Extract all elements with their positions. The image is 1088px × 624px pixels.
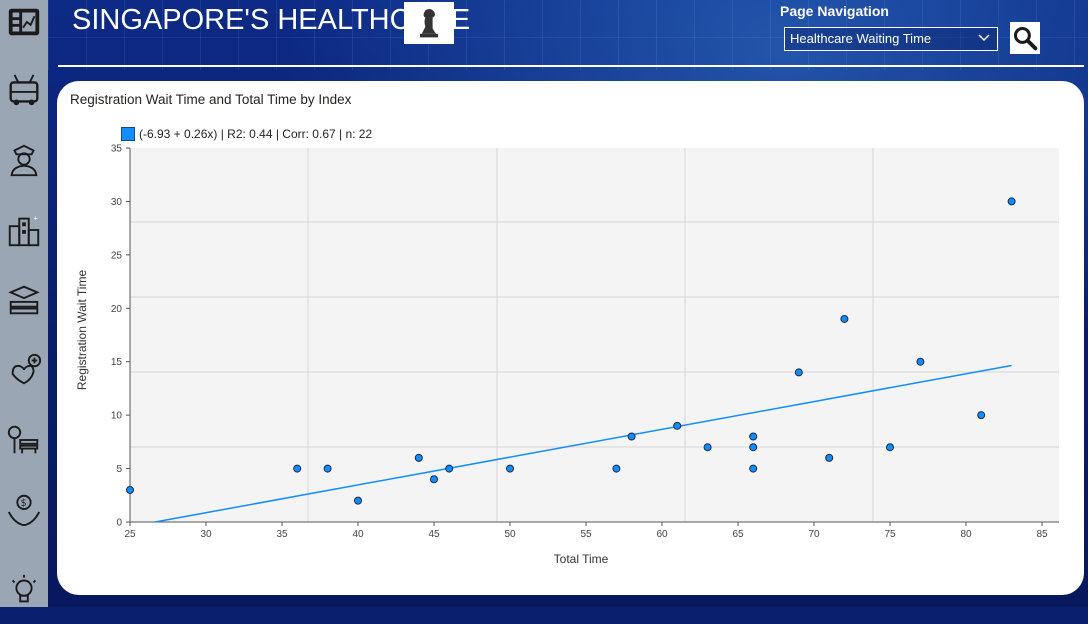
data-point <box>886 443 894 452</box>
healthcare-icon <box>11 353 42 385</box>
sidebar-item-housing[interactable]: + <box>0 196 48 264</box>
x-tick-label: 65 <box>732 529 744 540</box>
lightbulb-icon <box>11 574 37 603</box>
data-point <box>354 496 362 505</box>
scatter-chart: 0 5 10 15 20 25 30 35 25 30 35 40 45 50 55 60 65 70 75 80 85… <box>75 144 1059 566</box>
x-tick-label: 75 <box>884 529 896 540</box>
police-officer-icon <box>10 144 38 177</box>
sidebar-item-healthcare[interactable] <box>0 336 48 404</box>
legend-label: (-6.93 + 0.26x) | R2: 0.44 | Corr: 0.67 … <box>139 127 373 141</box>
money-hand-icon: $ <box>7 494 41 527</box>
chart-title: Registration Wait Time and Total Time by… <box>70 92 352 107</box>
bus-icon <box>9 74 39 106</box>
merlion-icon <box>420 8 438 38</box>
x-tick-label: 55 <box>580 529 592 540</box>
x-tick-label: 50 <box>504 529 516 540</box>
y-axis-label: Registration Wait Time <box>75 270 89 391</box>
sidebar-item-finance[interactable]: $ <box>0 476 48 544</box>
data-point <box>414 453 423 462</box>
chart-legend: (-6.93 + 0.26x) | R2: 0.44 | Corr: 0.67 … <box>121 127 372 141</box>
y-tick-label: 0 <box>116 518 122 529</box>
data-point <box>749 432 758 441</box>
data-point <box>977 411 986 420</box>
x-tick-label: 85 <box>1036 529 1048 540</box>
data-point <box>749 443 758 452</box>
merlion-logo <box>404 2 454 44</box>
search-icon <box>1013 26 1038 51</box>
x-tick-label: 40 <box>352 529 364 540</box>
x-tick-label: 70 <box>808 529 820 540</box>
buildings-icon: + <box>8 214 40 247</box>
search-button[interactable] <box>1010 22 1040 54</box>
x-tick-label: 45 <box>428 529 440 540</box>
x-tick-label: 60 <box>656 529 668 540</box>
y-tick-label: 10 <box>111 411 123 422</box>
svg-text:+: + <box>34 214 39 223</box>
data-point <box>627 432 636 441</box>
data-point <box>794 368 803 377</box>
education-icon <box>8 285 40 315</box>
data-point <box>916 357 925 366</box>
data-point <box>445 464 454 473</box>
sidebar-item-transport[interactable] <box>0 56 48 124</box>
sidebar-item-ideas[interactable] <box>0 556 48 624</box>
header-divider <box>58 65 1084 67</box>
header-decoration <box>48 0 1088 70</box>
x-tick-label: 35 <box>276 529 288 540</box>
y-tick-label: 25 <box>111 250 123 261</box>
x-tick-label: 25 <box>124 529 136 540</box>
nav-label: Page Navigation <box>780 3 889 19</box>
y-tick-label: 35 <box>111 144 123 155</box>
legend-swatch <box>121 127 135 141</box>
svg-text:$: $ <box>21 498 27 509</box>
trend-line <box>155 364 1012 523</box>
data-point <box>673 421 682 430</box>
data-point <box>506 464 514 473</box>
page-title: SINGAPORE'S HEALTHCARE <box>72 4 471 36</box>
data-point <box>840 314 849 323</box>
nav-selected-value: Healthcare Waiting Time <box>790 31 932 46</box>
plot-area <box>130 148 1059 522</box>
chevron-down-icon <box>978 34 990 42</box>
y-tick-label: 30 <box>111 197 123 208</box>
data-point <box>323 464 332 473</box>
page-navigation-dropdown[interactable]: Healthcare Waiting Time <box>784 27 998 51</box>
data-point <box>1007 197 1016 206</box>
sidebar-item-recreation[interactable] <box>0 406 48 474</box>
data-point <box>126 485 134 494</box>
sidebar-item-dashboard[interactable] <box>0 0 48 56</box>
y-tick-label: 20 <box>111 304 123 315</box>
sidebar-item-safety[interactable] <box>0 126 48 194</box>
park-bench-icon <box>7 425 39 454</box>
data-point <box>703 443 712 452</box>
y-tick-label: 5 <box>116 464 122 475</box>
x-tick-label: 30 <box>200 529 212 540</box>
x-axis-label: Total Time <box>554 552 609 566</box>
dashboard-icon <box>8 8 40 36</box>
y-tick-label: 15 <box>111 357 123 368</box>
sidebar: + $ <box>0 0 48 607</box>
data-point <box>430 475 438 484</box>
data-point <box>825 453 834 462</box>
sidebar-item-education[interactable] <box>0 266 48 334</box>
data-point <box>612 464 621 473</box>
data-point <box>749 464 758 473</box>
x-tick-label: 80 <box>960 529 972 540</box>
data-point <box>293 464 302 473</box>
